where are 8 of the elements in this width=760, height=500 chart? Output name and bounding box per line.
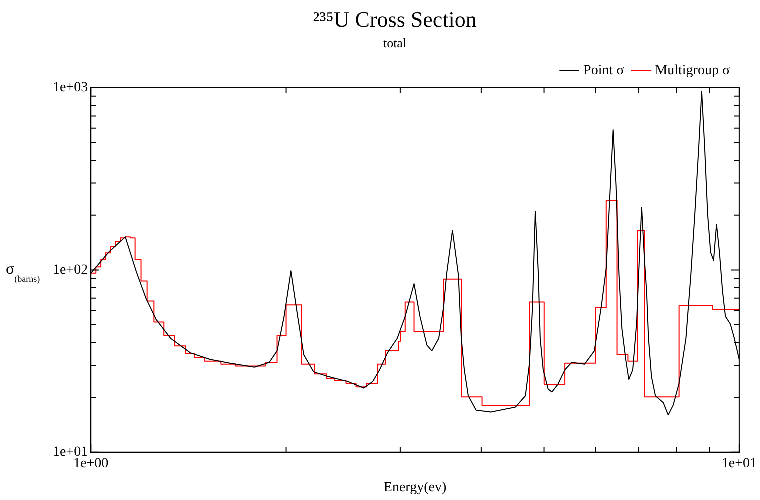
legend-label: Point σ xyxy=(584,64,625,79)
chart-subtitle: total xyxy=(383,36,407,51)
chart-title: ²³⁵U Cross Section xyxy=(313,6,477,32)
x-tick-label: 1e+00 xyxy=(74,456,109,472)
y-tick-label: 1e+02 xyxy=(53,262,88,278)
x-axis-title: Energy(ev) xyxy=(384,480,447,496)
legend-label: Multigroup σ xyxy=(655,64,730,79)
y-tick-label: 1e+03 xyxy=(53,80,88,96)
